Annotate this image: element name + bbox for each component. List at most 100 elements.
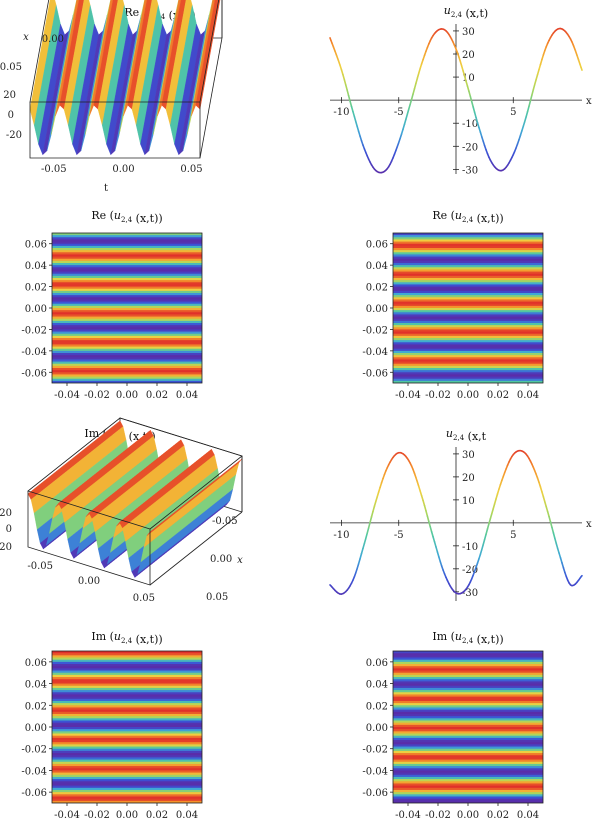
- series-line-segment: [335, 54, 340, 62]
- heatmap-band: [52, 271, 202, 275]
- surface-patch: [127, 0, 153, 110]
- series-line-segment: [406, 108, 410, 116]
- title-part: Im (: [91, 630, 114, 643]
- heatmap-band: [393, 750, 543, 754]
- series-line-segment: [472, 106, 476, 114]
- heatmap-band: [52, 763, 202, 767]
- heatmap-band: [393, 258, 543, 262]
- series-line-segment: [400, 128, 404, 135]
- heatmap-band: [393, 742, 543, 745]
- y-tick-label: -10: [462, 542, 478, 553]
- heatmap-band: [393, 653, 543, 656]
- title-part: u: [114, 209, 121, 222]
- heatmap-band: [52, 735, 202, 739]
- y-tick-label: 0.04: [25, 261, 47, 272]
- heatmap-band: [393, 376, 543, 380]
- heatmap-band: [393, 761, 543, 765]
- heatmap-band: [52, 709, 202, 713]
- heatmap-band: [393, 672, 543, 676]
- heatmap-band: [393, 740, 543, 743]
- heatmap-band: [52, 305, 202, 309]
- y-tick-label: 0.04: [366, 261, 388, 272]
- heatmap-band: [52, 310, 202, 313]
- heatmap-band: [52, 657, 202, 661]
- heatmap-band: [52, 320, 202, 324]
- heatmap-band: [393, 329, 543, 333]
- heatmap-band: [52, 674, 202, 678]
- title-part: (x,t)): [132, 633, 163, 646]
- series-line-segment: [366, 526, 370, 534]
- heatmap-band: [52, 742, 202, 745]
- title-part: Re (: [432, 209, 455, 222]
- heatmap-band: [52, 779, 202, 782]
- heatmap-band: [393, 290, 543, 294]
- series-line-segment: [479, 548, 483, 556]
- y-tick-label: 0.00: [42, 34, 64, 45]
- heatmap-band: [393, 318, 543, 322]
- x-tick-label: 0.00: [116, 810, 138, 821]
- heatmap-band: [393, 785, 543, 789]
- heatmap-band: [393, 245, 543, 249]
- heatmap-band: [52, 267, 202, 271]
- series-line-segment: [548, 515, 552, 523]
- title-part: 2,4: [453, 434, 465, 442]
- heatmap-band: [52, 344, 202, 348]
- heatmap-band: [52, 290, 202, 294]
- y-tick-label: -20: [462, 565, 478, 576]
- surface-patch: [55, 0, 80, 116]
- heatmap-band: [52, 363, 202, 367]
- heatmap-band: [52, 731, 202, 735]
- title-part: 2,4: [451, 11, 463, 19]
- heatmap-band: [393, 659, 543, 663]
- series-line-segment: [342, 73, 346, 81]
- series-line-segment: [432, 536, 436, 543]
- heatmap-band: [393, 378, 543, 382]
- series-line-segment: [412, 87, 416, 95]
- y-tick-label: -0.05: [212, 516, 238, 527]
- heatmap-band: [52, 776, 202, 780]
- heatmap-band: [393, 696, 543, 700]
- heatmap-band: [52, 703, 202, 706]
- x-tick-label: 0.04: [517, 390, 539, 401]
- heatmap-band: [52, 269, 202, 273]
- heatmap-band: [52, 331, 202, 335]
- series-line-segment: [526, 105, 530, 113]
- y-tick-label: 0.00: [25, 723, 47, 734]
- series-line-segment: [427, 520, 432, 528]
- heatmap-band: [393, 711, 543, 715]
- heatmap-band: [393, 753, 543, 756]
- title-part: u: [455, 630, 462, 643]
- heatmap-band: [393, 305, 543, 309]
- heatmap-band: [52, 757, 202, 761]
- heatmap-band: [52, 254, 202, 258]
- box-front-edge: [27, 491, 151, 586]
- heatmap-band: [52, 338, 202, 341]
- heatmap-band: [52, 280, 202, 283]
- series-line-segment: [551, 526, 555, 534]
- series-line-segment: [438, 555, 442, 563]
- heatmap-band: [393, 323, 543, 326]
- panel-im-line: u2,4 (x,t -10 -5 5 30 20 10 -10 -20 -30 x: [329, 427, 592, 601]
- heatmap-band: [393, 338, 543, 341]
- heatmap-band: [52, 685, 202, 689]
- heatmap-band: [393, 674, 543, 678]
- heatmap-band: [52, 750, 202, 754]
- heatmap-band: [393, 278, 543, 281]
- heatmap-band: [52, 263, 202, 266]
- heatmap-band: [393, 295, 543, 298]
- heatmap-band: [393, 789, 543, 793]
- heatmap-band: [52, 325, 202, 328]
- y-tick-label: 0.02: [25, 701, 47, 712]
- heatmap-band: [52, 737, 202, 741]
- title-part: u: [455, 209, 462, 222]
- heatmap-band: [52, 655, 202, 659]
- series-line-segment: [357, 557, 361, 565]
- heatmap-band: [393, 331, 543, 335]
- series-line-segment: [370, 510, 374, 518]
- series-line-segment: [539, 486, 543, 493]
- heatmap-band: [393, 357, 543, 361]
- heatmap-band: [52, 301, 202, 305]
- z-tick-label: 20: [3, 90, 16, 101]
- y-tick-label: 10: [462, 73, 475, 84]
